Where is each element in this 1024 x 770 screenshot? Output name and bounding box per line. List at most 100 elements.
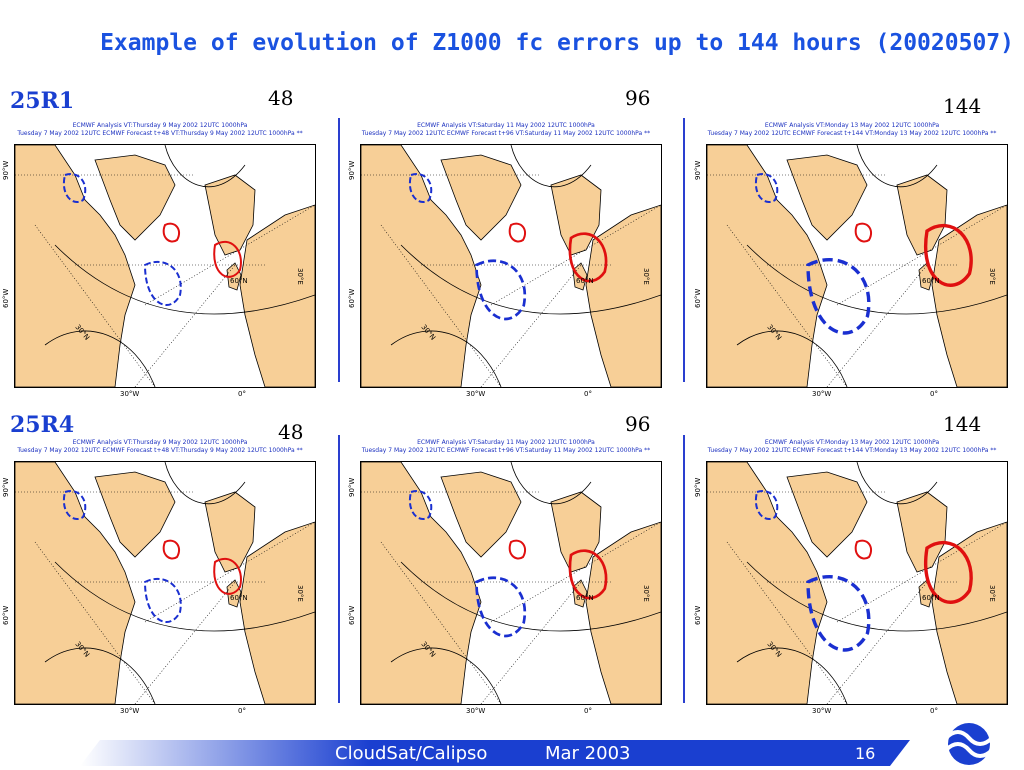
row-label-25r1: 25R1 <box>10 88 75 114</box>
graticule <box>361 491 661 704</box>
map-area: 60°N 30°N <box>706 144 1008 388</box>
panel-header-line2: Tuesday 7 May 2002 12UTC ECMWF Forecast … <box>361 130 651 137</box>
hour-label: 96 <box>625 86 651 110</box>
map-svg: 60°N 30°N <box>361 462 661 704</box>
forecast-error-map-panel: ECMWF Analysis VT:Saturday 11 May 2002 1… <box>346 118 666 408</box>
lat-label-60n: 60°N <box>576 594 594 602</box>
land-europe <box>931 204 1007 387</box>
positive-error-contour <box>854 222 873 243</box>
map-svg: 60°N 30°N <box>707 462 1007 704</box>
footer-date: Mar 2003 <box>545 743 631 764</box>
panel-separator <box>683 118 685 382</box>
negative-error-contour <box>806 258 871 335</box>
ecmwf-logo-icon <box>944 723 994 765</box>
map-svg: 60°N 30°N <box>361 145 661 387</box>
contour-line <box>746 244 1007 315</box>
map-svg: 60°N 30°N <box>15 462 315 704</box>
positive-error-contour <box>508 222 527 243</box>
panel-header-line2: Tuesday 7 May 2002 12UTC ECMWF Forecast … <box>707 130 997 137</box>
contour-line <box>510 145 592 188</box>
land-greenland <box>440 471 522 558</box>
lon-label-60w: 60°W <box>2 605 10 625</box>
land-europe <box>931 521 1007 704</box>
land-greenland <box>786 471 868 558</box>
land-europe <box>239 521 315 704</box>
contour-line <box>736 330 848 387</box>
negative-error-contour <box>806 575 871 652</box>
land-europe <box>585 204 661 387</box>
hour-label: 144 <box>943 412 982 436</box>
contour-line <box>856 145 938 188</box>
lon-label-30e: 30°E <box>296 268 304 285</box>
land-europe <box>585 521 661 704</box>
contour-line <box>400 244 661 315</box>
negative-error-contour <box>408 173 433 203</box>
footer-shape <box>80 740 910 766</box>
negative-error-contour <box>475 576 527 638</box>
negative-error-contour <box>62 173 87 203</box>
negative-error-contour <box>408 490 433 520</box>
contour-line <box>390 647 502 704</box>
contour-line <box>54 561 315 632</box>
graticule <box>707 491 1007 704</box>
lat-label-60n: 60°N <box>230 277 248 285</box>
graticule <box>361 174 661 387</box>
forecast-error-map-panel: ECMWF Analysis VT:Saturday 11 May 2002 1… <box>346 435 666 725</box>
graticule <box>707 174 1007 387</box>
land-greenland <box>786 154 868 241</box>
map-svg: 60°N 30°N <box>707 145 1007 387</box>
lon-label-30e: 30°E <box>988 585 996 602</box>
panel-separator <box>338 118 340 382</box>
negative-error-contour <box>475 259 527 321</box>
positive-error-contour <box>213 557 242 595</box>
lon-label-30w: 30°W <box>812 707 832 715</box>
negative-error-contour <box>62 490 87 520</box>
lon-label-30w: 30°W <box>466 390 486 398</box>
lon-label-30w: 30°W <box>466 707 486 715</box>
graticule <box>15 174 315 387</box>
lat-label-60n: 60°N <box>576 277 594 285</box>
positive-error-contour <box>923 224 973 287</box>
lon-label-60w: 60°W <box>694 605 702 625</box>
panel-separator <box>683 435 685 703</box>
land-greenland <box>440 154 522 241</box>
positive-error-contour <box>568 549 608 600</box>
panel-header-line2: Tuesday 7 May 2002 12UTC ECMWF Forecast … <box>17 130 303 137</box>
panel-header-line1: ECMWF Analysis VT:Monday 13 May 2002 12U… <box>764 439 940 446</box>
map-area: 60°N 30°N <box>360 144 662 388</box>
lon-label-0: 0° <box>238 707 246 715</box>
panel-header-line2: Tuesday 7 May 2002 12UTC ECMWF Forecast … <box>17 447 303 454</box>
negative-error-contour <box>143 260 182 306</box>
map-area: 60°N 30°N <box>14 144 316 388</box>
lon-label-30e: 30°E <box>296 585 304 602</box>
lon-label-0: 0° <box>584 707 592 715</box>
lon-label-90w: 90°W <box>348 477 356 497</box>
panel-header-line1: ECMWF Analysis VT:Saturday 11 May 2002 1… <box>417 439 595 446</box>
negative-error-contour <box>754 173 779 203</box>
contour-line <box>746 561 1007 632</box>
lon-label-60w: 60°W <box>2 288 10 308</box>
lon-label-30e: 30°E <box>642 585 650 602</box>
contour-line <box>164 462 246 505</box>
positive-error-contour <box>923 541 973 604</box>
lon-label-30w: 30°W <box>120 707 140 715</box>
contour-line <box>856 462 938 505</box>
footer-event: CloudSat/Calipso <box>335 743 488 764</box>
slide-title: Example of evolution of Z1000 fc errors … <box>100 30 1014 56</box>
land-europe <box>239 204 315 387</box>
land-greenland <box>94 154 176 241</box>
positive-error-contour <box>162 539 181 560</box>
lon-label-30e: 30°E <box>642 268 650 285</box>
panel-header-line1: ECMWF Analysis VT:Thursday 9 May 2002 12… <box>72 439 248 446</box>
footer-page-number: 16 <box>855 744 876 763</box>
panel-header-line1: ECMWF Analysis VT:Monday 13 May 2002 12U… <box>764 122 940 129</box>
negative-error-contour <box>143 577 182 623</box>
contour-line <box>510 462 592 505</box>
lat-label-60n: 60°N <box>922 277 940 285</box>
contour-line <box>390 330 502 387</box>
positive-error-contour <box>508 539 527 560</box>
lon-label-30e: 30°E <box>988 268 996 285</box>
positive-error-contour <box>213 240 242 278</box>
hour-label: 96 <box>625 412 651 436</box>
lon-label-0: 0° <box>584 390 592 398</box>
